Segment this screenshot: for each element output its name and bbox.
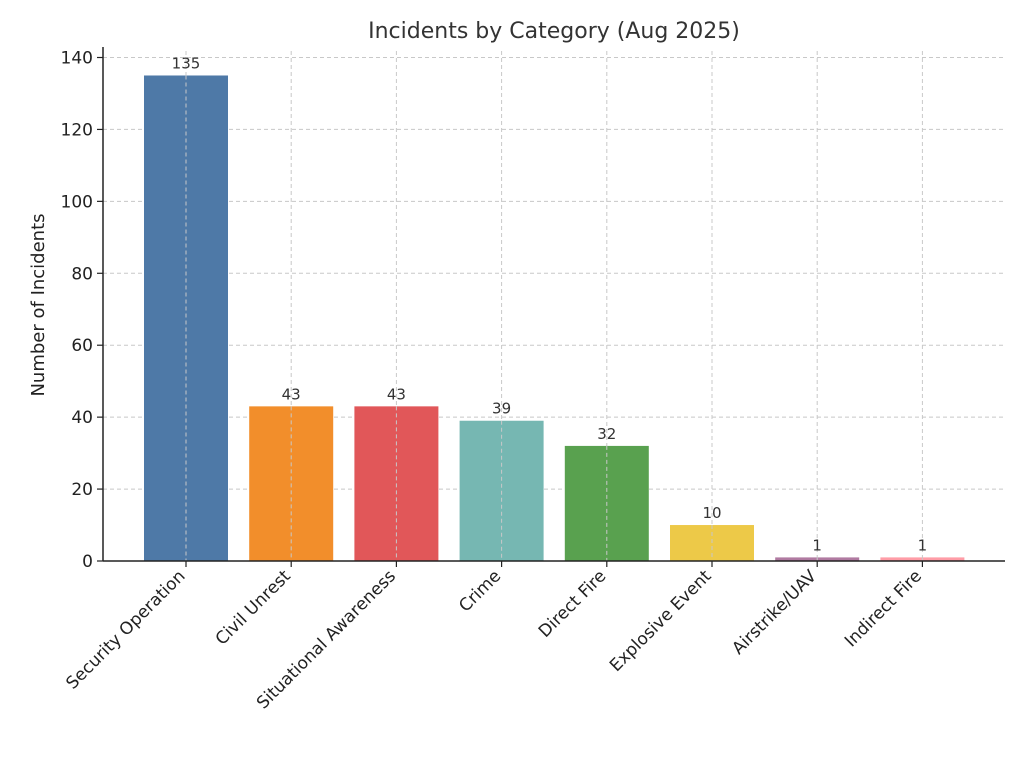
bar-data-label: 1 — [812, 536, 822, 554]
y-tick-label: 120 — [61, 120, 93, 140]
bar-data-label: 1 — [918, 536, 928, 554]
x-tick-label: Civil Unrest — [212, 566, 295, 649]
y-axis-label: Number of Incidents — [28, 213, 49, 396]
y-tick-label: 40 — [71, 408, 93, 428]
chart-title: Incidents by Category (Aug 2025) — [368, 19, 740, 44]
x-tick-label: Indirect Fire — [841, 566, 926, 651]
y-tick-label: 20 — [71, 480, 93, 500]
y-tick-label: 0 — [82, 552, 93, 572]
y-tick-label: 140 — [61, 49, 93, 69]
axes-layer — [97, 47, 1005, 567]
y-tick-label: 60 — [71, 336, 93, 356]
bar-data-label: 43 — [282, 385, 301, 403]
x-tick-label: Airstrike/UAV — [728, 566, 821, 659]
x-tick-label: Crime — [455, 566, 505, 616]
bar-data-label: 43 — [387, 385, 406, 403]
grid-layer — [103, 51, 1005, 562]
bar-data-label: 135 — [172, 54, 201, 72]
bar-data-label: 32 — [597, 425, 616, 443]
x-tick-label: Explosive Event — [606, 566, 716, 676]
x-tick-label: Direct Fire — [535, 566, 610, 641]
y-tick-label: 100 — [61, 192, 93, 212]
bar-data-label: 10 — [702, 504, 721, 522]
y-tick-label: 80 — [71, 264, 93, 284]
x-tick-label: Security Operation — [62, 566, 189, 693]
bars-layer — [144, 75, 965, 561]
bar-data-label: 39 — [492, 400, 511, 418]
